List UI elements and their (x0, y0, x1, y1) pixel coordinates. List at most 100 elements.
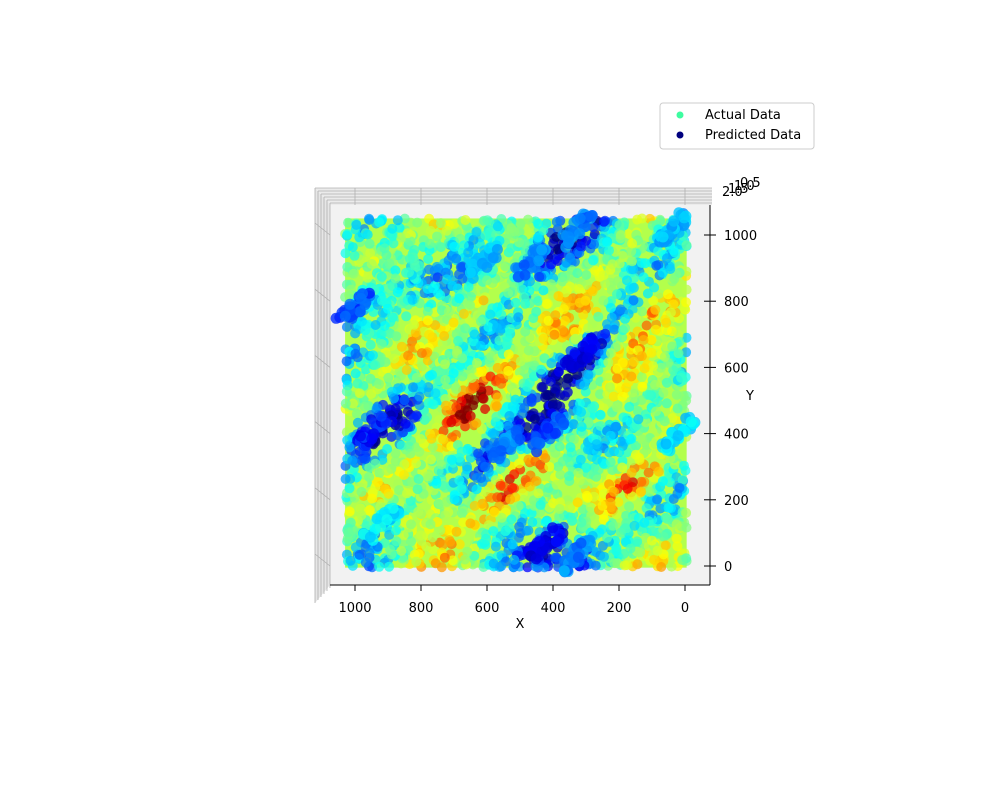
scatter-point (496, 512, 507, 523)
scatter-point (391, 331, 402, 342)
scatter-point (627, 256, 638, 267)
scatter-point (590, 560, 601, 571)
scatter-point (462, 546, 473, 557)
scatter-point (364, 215, 375, 225)
scatter-point (659, 416, 670, 427)
scatter-point (550, 310, 561, 321)
scatter-point (422, 471, 433, 482)
legend: Actual Data Predicted Data (659, 102, 815, 150)
scatter-point (507, 539, 518, 550)
scatter-point (677, 474, 688, 485)
scatter-point (410, 327, 421, 338)
grid-line-y (314, 355, 331, 368)
scatter-point (602, 532, 613, 543)
scatter-point (425, 519, 436, 530)
scatter-point (347, 242, 358, 253)
scatter-point (522, 382, 533, 392)
scatter-point (487, 428, 498, 439)
scatter-point (446, 454, 457, 465)
scatter-point (523, 345, 534, 356)
scatter-point (650, 379, 660, 390)
scatter-point (405, 236, 416, 247)
scatter-point (628, 264, 638, 275)
scatter-point (605, 430, 616, 441)
scatter-point-cluster (660, 438, 672, 450)
scatter-point (572, 268, 583, 279)
scatter-point (560, 315, 570, 326)
scatter-point (401, 365, 412, 375)
scatter-point (379, 320, 390, 331)
y-tick-label: 400 (724, 428, 749, 443)
scatter-point (574, 297, 585, 308)
scatter-point (607, 259, 618, 270)
scatter-point (513, 312, 524, 323)
scatter-point (655, 216, 666, 226)
scatter-point (564, 471, 575, 482)
scatter-point (649, 282, 660, 293)
scatter-point (666, 561, 677, 572)
scatter-point (600, 215, 610, 226)
x-ticks: 1000 800 600 400 200 0 (338, 585, 689, 616)
scatter-point (463, 392, 474, 403)
scatter-point (540, 471, 551, 482)
scatter-point (344, 506, 355, 517)
scatter-point (597, 500, 608, 511)
scatter-point-cluster (672, 430, 684, 442)
scatter-point (632, 559, 643, 570)
scatter-point-cluster (550, 427, 561, 439)
scatter-point (550, 552, 561, 563)
scatter-point (488, 526, 499, 537)
scatter-point (531, 476, 542, 486)
scatter-point (593, 311, 604, 322)
scatter-point-cluster (518, 259, 530, 271)
scatter-point (627, 238, 638, 249)
scatter-point (620, 314, 630, 324)
scatter-point (636, 476, 647, 487)
scatter-point (663, 502, 674, 513)
scatter-point (576, 421, 587, 432)
scatter-point (524, 222, 535, 232)
scatter-point (503, 288, 514, 298)
y-tick-label: 1000 (724, 229, 757, 244)
scatter-point (575, 454, 586, 465)
scatter-point (460, 421, 471, 432)
grid-line-y (314, 487, 331, 501)
scatter-point (608, 391, 619, 402)
scatter-point (533, 296, 544, 306)
scatter-point (494, 373, 505, 384)
scatter-point (468, 234, 479, 245)
scatter-point (504, 411, 515, 421)
scatter-point (535, 500, 546, 510)
scatter-point (533, 488, 544, 499)
scatter-point (553, 461, 564, 472)
scatter-point (399, 395, 410, 406)
scatter-point (610, 422, 621, 432)
scatter-point-cluster (668, 215, 680, 227)
grid-line-y (314, 553, 331, 567)
scatter-point-cluster (533, 255, 545, 267)
scatter-point (492, 221, 503, 232)
scatter-point (480, 404, 491, 415)
scatter-point (543, 315, 554, 326)
scatter-point (366, 389, 377, 399)
scatter-point (647, 526, 658, 537)
scatter-point (444, 348, 455, 359)
scatter-point (615, 233, 626, 244)
scatter-point (374, 561, 385, 572)
scatter-point (651, 260, 662, 271)
scatter-point (350, 328, 361, 339)
scatter-point (351, 219, 362, 230)
scatter-point (540, 453, 551, 464)
y-tick-label: 200 (724, 494, 749, 509)
scatter-point (491, 322, 502, 333)
scatter-point (650, 304, 661, 315)
scatter-point (471, 418, 482, 429)
scatter-point-cluster (381, 514, 393, 526)
scatter-point (421, 541, 432, 552)
scatter-point (485, 371, 496, 382)
scatter-point (457, 508, 467, 519)
scatter-point (438, 434, 449, 445)
scatter-point (593, 365, 604, 376)
scatter-point (460, 323, 471, 334)
